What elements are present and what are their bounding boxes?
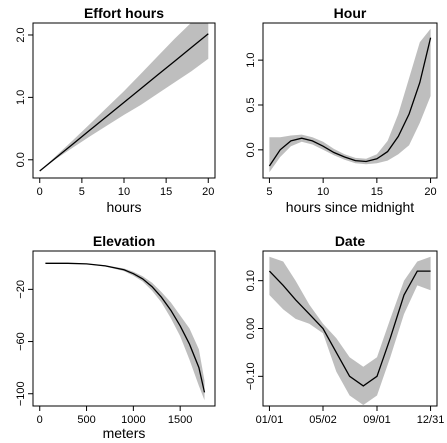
x-tick-label: 09/01 [363, 414, 391, 426]
y-tick-label: 1.0 [15, 90, 27, 105]
y-tick-label: 1.0 [245, 52, 257, 67]
y-tick-label: 0.00 [245, 318, 257, 339]
confidence-band [45, 263, 205, 401]
x-tick-label: 5 [79, 186, 85, 198]
x-axis-label: hours [106, 199, 141, 215]
x-tick-label: 12/31 [417, 414, 445, 426]
x-tick-label: 01/01 [256, 414, 284, 426]
x-tick-label: 500 [77, 414, 95, 426]
fit-line [45, 262, 206, 393]
x-tick-label: 5 [266, 186, 272, 198]
panel-1: Effort hours hours 0 5 10 15 20 0.0 1.0 2.0 [15, 5, 216, 215]
panel-title: Effort hours [84, 5, 164, 21]
x-axis-label: hours since midnight [286, 199, 415, 215]
y-tick-label: −20 [15, 280, 27, 299]
y-tick-label: 0.10 [245, 270, 257, 291]
y-tick-label: 0.5 [245, 97, 257, 112]
x-tick-label: 0 [37, 186, 43, 198]
confidence-band [39, 23, 209, 171]
y-tick-label: −0.10 [245, 362, 257, 390]
x-tick-label: 1000 [121, 414, 145, 426]
x-tick-label: 1500 [168, 414, 192, 426]
y-tick-label: 2.0 [15, 27, 27, 42]
fit-line [268, 270, 431, 387]
x-tick-label: 20 [424, 186, 436, 198]
x-axis-label: meters [103, 425, 146, 441]
panel-2: Hour hours since midnight 5 10 15 20 0.0 0.5 1.0 [245, 5, 438, 215]
fit-line [268, 37, 432, 167]
panel-title: Elevation [93, 233, 155, 249]
y-tick-label: −100 [15, 381, 27, 406]
panel-3: Elevation meters 0 500 1000 1500 −100 −60 −20 [15, 233, 216, 441]
plot-frame [32, 250, 216, 407]
x-tick-label: 10 [317, 186, 329, 198]
x-tick-label: 10 [118, 186, 130, 198]
panel-4: Date 01/01 05/02 09/01 12/31 −0.10 0.00 0.10 [245, 233, 444, 426]
x-tick-label: 15 [371, 186, 383, 198]
x-tick-label: 05/02 [309, 414, 337, 426]
y-tick-label: 0.0 [245, 142, 257, 157]
y-tick-label: 0.0 [15, 152, 27, 167]
panel-title: Date [335, 233, 366, 249]
fit-line [39, 33, 209, 172]
confidence-band [269, 28, 431, 173]
y-tick-label: −60 [15, 332, 27, 351]
x-tick-label: 20 [202, 186, 214, 198]
x-tick-label: 0 [37, 414, 43, 426]
x-tick-label: 15 [160, 186, 172, 198]
plot-frame [262, 22, 438, 179]
panel-title: Hour [334, 5, 367, 21]
confidence-band [269, 256, 431, 405]
